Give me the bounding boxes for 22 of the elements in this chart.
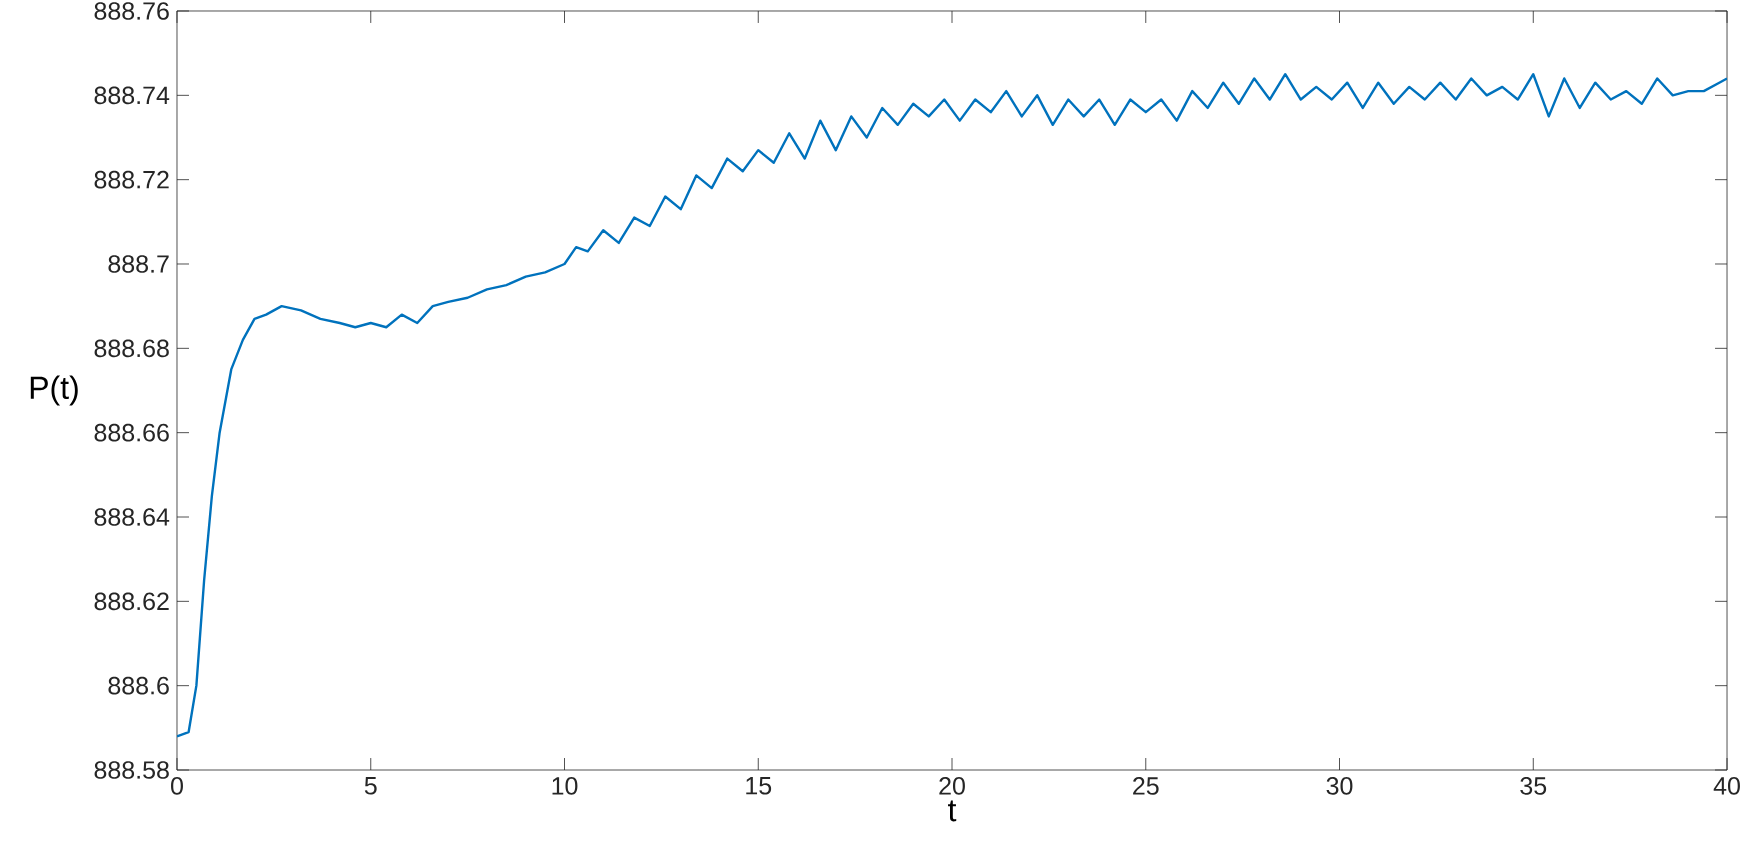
y-tick-label: 888.74 (94, 86, 170, 105)
x-tick-label: 35 (1520, 777, 1547, 795)
x-tick-label: 25 (1133, 777, 1159, 795)
x-tick-label: 0 (171, 777, 183, 795)
y-tick-label: 888.7 (108, 255, 169, 273)
y-tick-label: 888.6 (108, 676, 169, 695)
x-tick-label: 40 (1713, 777, 1740, 795)
x-axis-title: t (948, 800, 957, 822)
x-tick-label: 30 (1326, 777, 1353, 795)
x-tick-label: 10 (552, 777, 578, 795)
y-tick-label: 888.58 (94, 761, 169, 779)
y-tick-label: 888.68 (94, 339, 169, 358)
y-tick-label: 888.62 (94, 592, 169, 611)
y-tick-label: 888.72 (94, 170, 169, 189)
y-tick-label: 888.64 (94, 508, 170, 526)
x-tick-label: 20 (939, 777, 965, 795)
y-axis-title: P(t) (30, 375, 78, 406)
x-tick-label: 15 (746, 777, 772, 795)
line-series (177, 73, 1728, 738)
y-tick-label: 888.66 (94, 423, 169, 442)
x-tick-label: 5 (364, 777, 377, 795)
y-tick-label: 888.76 (94, 2, 169, 20)
